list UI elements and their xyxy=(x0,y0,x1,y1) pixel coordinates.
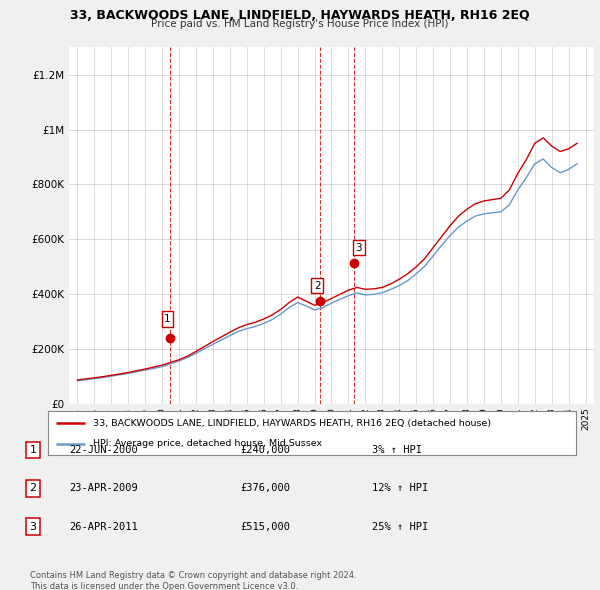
Text: 3: 3 xyxy=(29,522,37,532)
Text: 22-JUN-2000: 22-JUN-2000 xyxy=(69,445,138,455)
Text: 12% ↑ HPI: 12% ↑ HPI xyxy=(372,483,428,493)
Text: 26-APR-2011: 26-APR-2011 xyxy=(69,522,138,532)
Text: 1: 1 xyxy=(29,445,37,455)
Text: 33, BACKWOODS LANE, LINDFIELD, HAYWARDS HEATH, RH16 2EQ (detached house): 33, BACKWOODS LANE, LINDFIELD, HAYWARDS … xyxy=(93,419,491,428)
Text: Contains HM Land Registry data © Crown copyright and database right 2024.
This d: Contains HM Land Registry data © Crown c… xyxy=(30,571,356,590)
Text: £376,000: £376,000 xyxy=(240,483,290,493)
Text: HPI: Average price, detached house, Mid Sussex: HPI: Average price, detached house, Mid … xyxy=(93,439,322,448)
Text: 23-APR-2009: 23-APR-2009 xyxy=(69,483,138,493)
Text: 3% ↑ HPI: 3% ↑ HPI xyxy=(372,445,422,455)
Text: 3: 3 xyxy=(355,242,362,253)
Text: £515,000: £515,000 xyxy=(240,522,290,532)
Text: 1: 1 xyxy=(164,314,171,324)
Text: Price paid vs. HM Land Registry's House Price Index (HPI): Price paid vs. HM Land Registry's House … xyxy=(151,19,449,30)
Text: 2: 2 xyxy=(29,483,37,493)
Text: 2: 2 xyxy=(314,281,320,291)
Text: 25% ↑ HPI: 25% ↑ HPI xyxy=(372,522,428,532)
Text: £240,000: £240,000 xyxy=(240,445,290,455)
Text: 33, BACKWOODS LANE, LINDFIELD, HAYWARDS HEATH, RH16 2EQ: 33, BACKWOODS LANE, LINDFIELD, HAYWARDS … xyxy=(70,9,530,22)
